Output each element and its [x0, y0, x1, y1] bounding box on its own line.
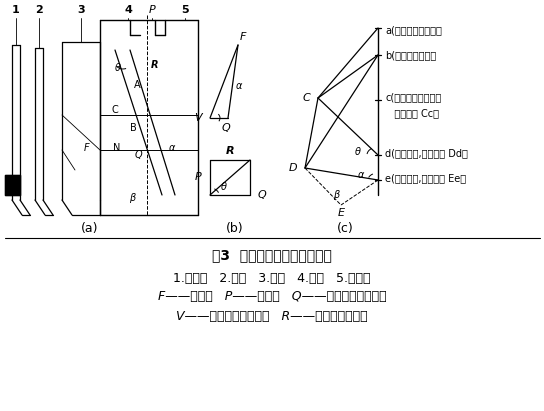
- Text: θ: θ: [115, 63, 121, 73]
- Text: V: V: [194, 113, 202, 123]
- Text: α: α: [358, 170, 364, 180]
- Text: θ: θ: [355, 147, 361, 157]
- Text: P: P: [194, 172, 201, 182]
- Text: 3: 3: [77, 5, 85, 15]
- Text: 5: 5: [181, 5, 189, 15]
- Text: 1: 1: [12, 5, 20, 15]
- Text: 1.压料板   2.凸模   3.滑块   4.斜楔   5.反侧块: 1.压料板 2.凸模 3.滑块 4.斜楔 5.反侧块: [173, 272, 371, 284]
- Text: (c): (c): [337, 222, 354, 235]
- Text: Q: Q: [134, 150, 142, 160]
- Text: θ: θ: [221, 182, 227, 192]
- Text: F——冲裁力   P——冲压力   Q——斜楔传给滑块的力: F——冲裁力 P——冲压力 Q——斜楔传给滑块的力: [158, 291, 386, 303]
- Text: Q: Q: [258, 190, 267, 200]
- Text: 4: 4: [124, 5, 132, 15]
- Text: Q: Q: [221, 123, 230, 133]
- Text: A: A: [134, 80, 140, 90]
- Text: d(冲裁开始,滑块行程 Dd）: d(冲裁开始,滑块行程 Dd）: [385, 148, 468, 158]
- Text: e(冲裁结束,滑块行程 Ee）: e(冲裁结束,滑块行程 Ee）: [385, 173, 466, 183]
- Text: C: C: [302, 93, 310, 103]
- Text: 2: 2: [35, 5, 43, 15]
- Text: B: B: [129, 123, 137, 133]
- Text: 图3  吊楔机构运动受力分析图: 图3 吊楔机构运动受力分析图: [212, 248, 332, 262]
- Text: β: β: [129, 193, 135, 203]
- Text: N: N: [113, 143, 121, 153]
- Text: b(斜楔接触滑块）: b(斜楔接触滑块）: [385, 50, 436, 60]
- Text: 滑块行程 Cc）: 滑块行程 Cc）: [385, 108, 439, 118]
- Text: C: C: [112, 105, 119, 115]
- Text: c(压料板接触制件，: c(压料板接触制件，: [385, 92, 441, 102]
- Text: α: α: [236, 81, 243, 91]
- Text: (a): (a): [81, 222, 99, 235]
- Text: P: P: [149, 5, 156, 15]
- Text: F: F: [84, 143, 90, 153]
- Text: R: R: [151, 60, 159, 70]
- Text: (b): (b): [226, 222, 244, 235]
- Text: F: F: [240, 32, 246, 42]
- Text: D: D: [289, 163, 298, 173]
- Text: E: E: [337, 208, 344, 218]
- Text: β: β: [333, 190, 339, 200]
- Text: R: R: [226, 146, 234, 156]
- Text: a(斜楔接触反侧块）: a(斜楔接触反侧块）: [385, 25, 442, 35]
- Text: α: α: [169, 143, 175, 153]
- Bar: [5, 175, 20, 195]
- Text: V——模体传给滑块的力   R——斜楔所收反侧力: V——模体传给滑块的力 R——斜楔所收反侧力: [176, 309, 368, 323]
